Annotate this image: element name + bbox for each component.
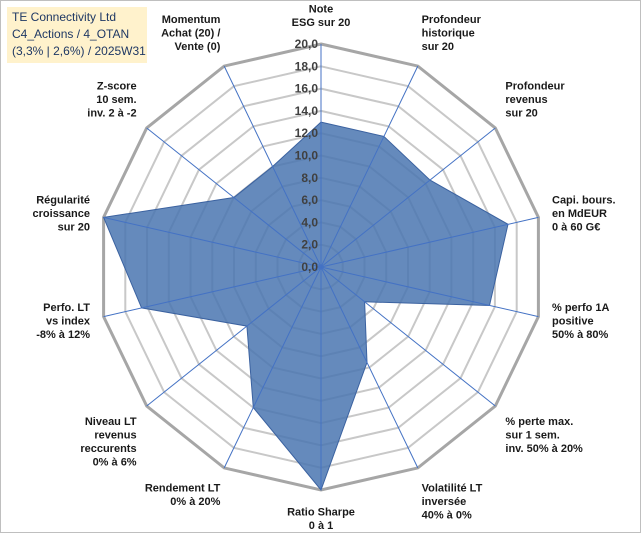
axis-label: Profondeur revenus sur 20 bbox=[505, 81, 565, 120]
axis-label: % perfo 1A positive 50% à 80% bbox=[552, 302, 610, 341]
axis-label: Momentum Achat (20) / Vente (0) bbox=[161, 14, 221, 53]
tick-label: 16,0 bbox=[295, 82, 319, 96]
title-company: TE Connectivity Ltd bbox=[12, 10, 117, 24]
axis-label: Perfo. LT vs index -8% à 12% bbox=[36, 302, 91, 341]
tick-label: 6,0 bbox=[301, 193, 318, 207]
axis-label: % perte max. sur 1 sem. inv. 50% à 20% bbox=[505, 416, 583, 455]
tick-label: 8,0 bbox=[301, 171, 318, 185]
axis-label: Capi. bours. en MdEUR 0 à 60 G€ bbox=[552, 195, 616, 234]
axis-spoke bbox=[146, 127, 322, 268]
tick-label: 4,0 bbox=[301, 215, 318, 229]
axis-spoke bbox=[103, 216, 322, 268]
axis-label: Régularité croissance sur 20 bbox=[33, 195, 90, 234]
axis-spoke bbox=[320, 266, 496, 407]
axis-spoke bbox=[103, 266, 322, 318]
title-category: C4_Actions / 4_OTAN bbox=[12, 27, 130, 41]
axis-spoke bbox=[320, 65, 419, 268]
axis-label: Z-score 10 sem. inv. 2 à -2 bbox=[87, 81, 136, 120]
axis-label: Niveau LT revenus reccurents 0% à 6% bbox=[80, 416, 137, 469]
tick-label: 0,0 bbox=[301, 260, 318, 274]
tick-label: 14,0 bbox=[295, 104, 319, 118]
axis-label: Note ESG sur 20 bbox=[292, 4, 351, 30]
axis-spoke bbox=[320, 216, 539, 268]
chart-title-box: TE Connectivity Ltd C4_Actions / 4_OTAN … bbox=[7, 7, 147, 63]
axis-spoke bbox=[146, 266, 322, 407]
axis-label: Profondeur historique sur 20 bbox=[422, 14, 482, 53]
tick-label: 2,0 bbox=[301, 238, 318, 252]
title-period: (3,3% | 2,6%) / 2025W31 bbox=[12, 44, 146, 58]
axis-label: Ratio Sharpe 0 à 1 bbox=[287, 507, 355, 533]
axis-spoke bbox=[320, 127, 496, 268]
axis-label: Rendement LT 0% à 20% bbox=[145, 483, 221, 509]
axis-spoke bbox=[320, 266, 539, 318]
axis-spoke bbox=[223, 65, 322, 268]
tick-label: 18,0 bbox=[295, 59, 319, 73]
axis-spoke bbox=[223, 266, 322, 469]
axis-label: Volatilité LT inversée 40% à 0% bbox=[422, 483, 483, 522]
tick-label: 12,0 bbox=[295, 126, 319, 140]
tick-label: 10,0 bbox=[295, 149, 319, 163]
tick-label: 20,0 bbox=[295, 37, 319, 51]
axis-spoke bbox=[320, 266, 419, 469]
